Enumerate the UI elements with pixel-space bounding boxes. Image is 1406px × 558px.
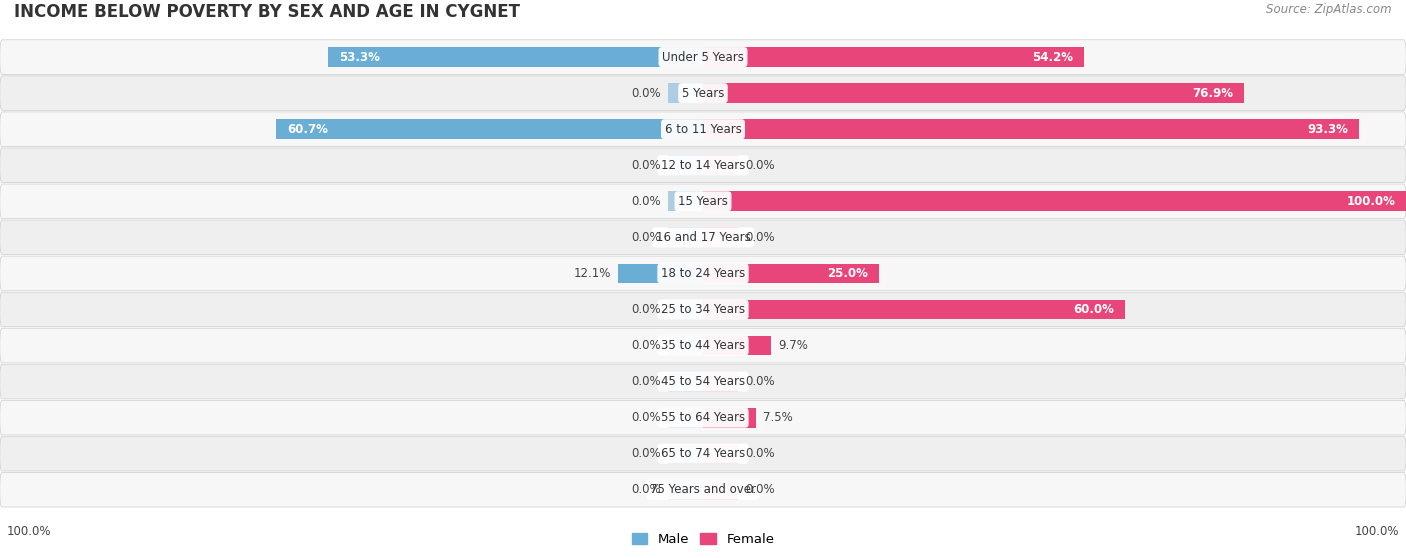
FancyBboxPatch shape (0, 400, 1406, 435)
Text: 76.9%: 76.9% (1192, 86, 1233, 100)
Bar (668, 335, 703, 355)
Bar (329, 47, 703, 67)
Text: 0.0%: 0.0% (631, 375, 661, 388)
Text: 0.0%: 0.0% (745, 483, 775, 496)
Text: 25.0%: 25.0% (827, 267, 869, 280)
Bar (668, 444, 703, 464)
Bar (668, 480, 703, 499)
Bar (668, 83, 703, 103)
Bar (276, 119, 703, 139)
Text: 100.0%: 100.0% (1347, 195, 1395, 208)
Bar (703, 444, 738, 464)
FancyBboxPatch shape (0, 220, 1406, 254)
Text: 16 and 17 Years: 16 and 17 Years (655, 231, 751, 244)
Text: 0.0%: 0.0% (745, 159, 775, 172)
Bar (668, 155, 703, 175)
FancyBboxPatch shape (0, 184, 1406, 219)
Text: 54.2%: 54.2% (1032, 51, 1074, 64)
Text: 53.3%: 53.3% (339, 51, 380, 64)
Text: 100.0%: 100.0% (1354, 525, 1399, 537)
Bar (703, 155, 738, 175)
Text: 12 to 14 Years: 12 to 14 Years (661, 159, 745, 172)
Text: 0.0%: 0.0% (631, 303, 661, 316)
Text: 0.0%: 0.0% (631, 339, 661, 352)
Text: 0.0%: 0.0% (631, 483, 661, 496)
Text: 93.3%: 93.3% (1308, 123, 1348, 136)
Text: 0.0%: 0.0% (631, 159, 661, 172)
Text: 18 to 24 Years: 18 to 24 Years (661, 267, 745, 280)
Text: 0.0%: 0.0% (631, 195, 661, 208)
Text: 15 Years: 15 Years (678, 195, 728, 208)
Text: 0.0%: 0.0% (745, 447, 775, 460)
Bar (668, 191, 703, 211)
Text: 45 to 54 Years: 45 to 54 Years (661, 375, 745, 388)
Bar (703, 83, 1244, 103)
FancyBboxPatch shape (0, 473, 1406, 507)
FancyBboxPatch shape (0, 328, 1406, 363)
Bar (703, 263, 879, 283)
Bar (668, 228, 703, 247)
Bar (619, 263, 703, 283)
Bar (668, 372, 703, 392)
Text: 7.5%: 7.5% (762, 411, 793, 424)
Bar (703, 480, 738, 499)
Text: 0.0%: 0.0% (745, 375, 775, 388)
Text: 0.0%: 0.0% (745, 231, 775, 244)
Text: 0.0%: 0.0% (631, 86, 661, 100)
Text: 12.1%: 12.1% (574, 267, 612, 280)
Text: 65 to 74 Years: 65 to 74 Years (661, 447, 745, 460)
FancyBboxPatch shape (0, 76, 1406, 110)
Text: 6 to 11 Years: 6 to 11 Years (665, 123, 741, 136)
Text: 55 to 64 Years: 55 to 64 Years (661, 411, 745, 424)
FancyBboxPatch shape (0, 436, 1406, 471)
Text: 0.0%: 0.0% (631, 447, 661, 460)
Text: 0.0%: 0.0% (631, 231, 661, 244)
Text: Under 5 Years: Under 5 Years (662, 51, 744, 64)
FancyBboxPatch shape (0, 148, 1406, 182)
Text: 0.0%: 0.0% (631, 411, 661, 424)
FancyBboxPatch shape (0, 112, 1406, 147)
Bar (703, 335, 772, 355)
Text: 35 to 44 Years: 35 to 44 Years (661, 339, 745, 352)
FancyBboxPatch shape (0, 40, 1406, 74)
Bar (668, 300, 703, 319)
Bar (703, 119, 1358, 139)
FancyBboxPatch shape (0, 364, 1406, 399)
Bar (703, 372, 738, 392)
FancyBboxPatch shape (0, 292, 1406, 327)
Text: 75 Years and over: 75 Years and over (650, 483, 756, 496)
Text: 9.7%: 9.7% (779, 339, 808, 352)
Legend: Male, Female: Male, Female (626, 528, 780, 551)
Bar (703, 408, 756, 427)
Text: INCOME BELOW POVERTY BY SEX AND AGE IN CYGNET: INCOME BELOW POVERTY BY SEX AND AGE IN C… (14, 3, 520, 21)
FancyBboxPatch shape (0, 256, 1406, 291)
Text: 60.7%: 60.7% (287, 123, 328, 136)
Text: Source: ZipAtlas.com: Source: ZipAtlas.com (1267, 3, 1392, 16)
Text: 25 to 34 Years: 25 to 34 Years (661, 303, 745, 316)
Bar (668, 408, 703, 427)
Bar (703, 300, 1125, 319)
Text: 5 Years: 5 Years (682, 86, 724, 100)
Text: 100.0%: 100.0% (7, 525, 52, 537)
Text: 60.0%: 60.0% (1073, 303, 1115, 316)
Bar (703, 228, 738, 247)
Bar (703, 47, 1084, 67)
Bar (703, 191, 1406, 211)
